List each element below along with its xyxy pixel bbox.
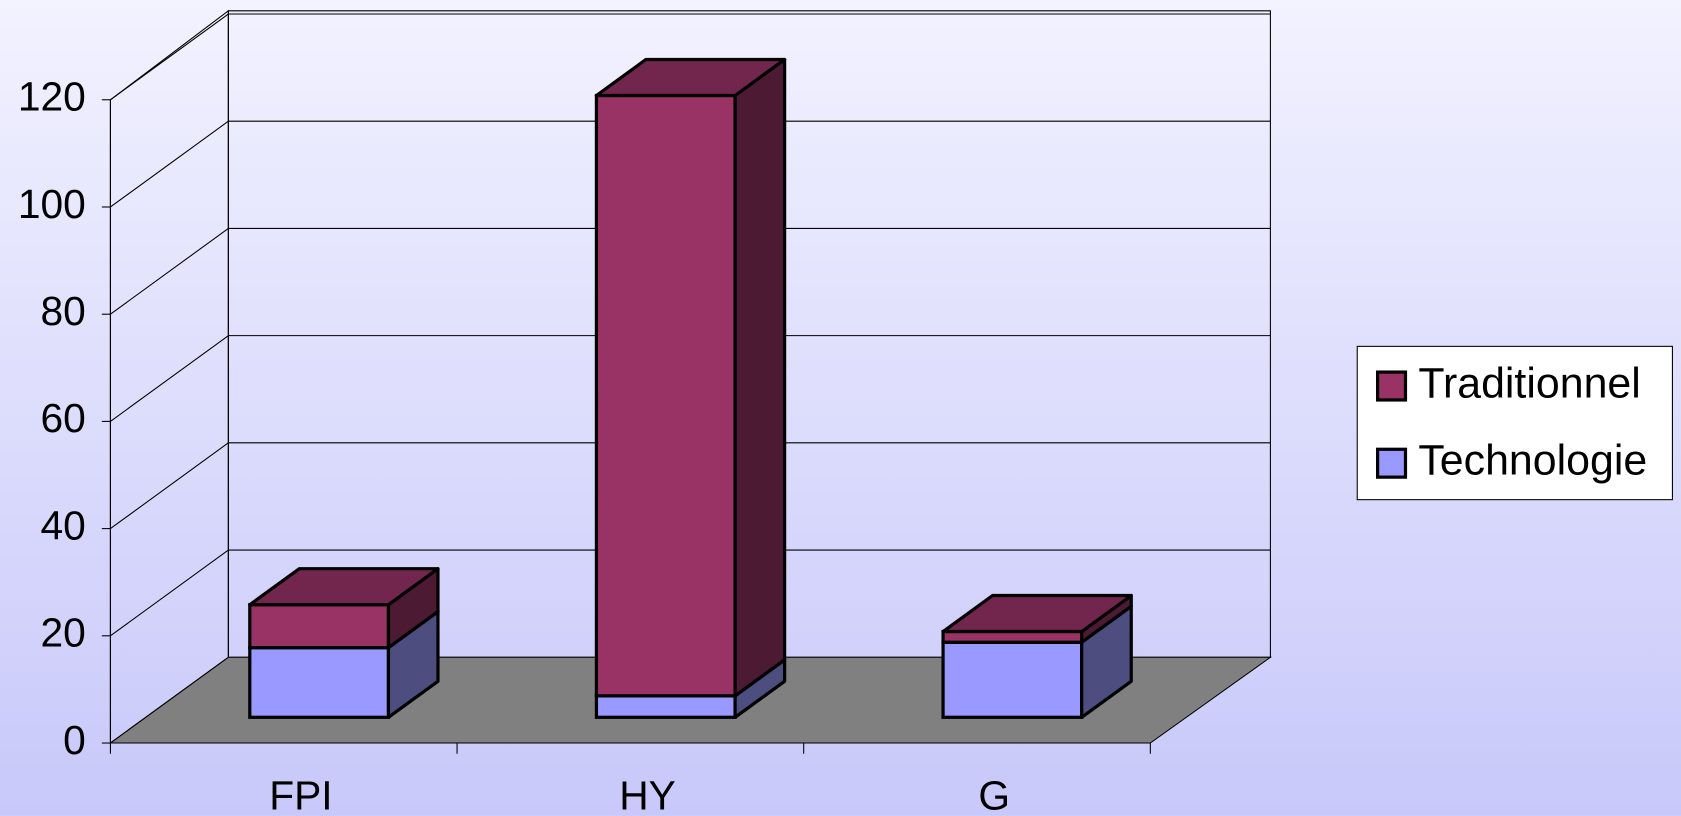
legend-swatch [1375, 370, 1408, 402]
bar-top [594, 57, 787, 98]
y-tick-label: 40 [40, 502, 85, 548]
x-tick-label: HY [619, 773, 676, 816]
bar-side [733, 57, 787, 698]
bar-front [594, 93, 737, 698]
x-tick-label: FPI [269, 773, 332, 816]
y-tick-label: 20 [40, 610, 85, 656]
bar-top [248, 567, 440, 607]
bar-front [248, 603, 391, 650]
y-tick-label: 100 [18, 181, 86, 227]
grid-line [110, 120, 229, 208]
legend-label: Technologie [1418, 437, 1647, 485]
grid-line [110, 549, 229, 637]
y-tick-label: 80 [40, 288, 85, 334]
legend-label: Traditionnel [1418, 359, 1640, 407]
grid-line [110, 227, 229, 315]
legend: Traditionnel Technologie [1356, 345, 1673, 501]
x-tick-label: G [978, 773, 1010, 816]
bar-front [248, 645, 391, 719]
legend-box [1356, 345, 1673, 501]
bar-front [594, 694, 737, 719]
bar-top [941, 593, 1133, 634]
plot-area: 0 20 40 60 80 100 120 FPI HY G Traditionnel Technol… [18, 9, 1673, 816]
grid-line [110, 335, 229, 422]
bar-front [941, 640, 1084, 719]
grid-line [110, 442, 229, 530]
y-tick-label: 120 [18, 74, 86, 120]
y-tick-label: 60 [40, 395, 85, 441]
legend-swatch [1375, 447, 1408, 479]
grid-line [110, 13, 229, 101]
y-tick-label: 0 [63, 717, 86, 763]
